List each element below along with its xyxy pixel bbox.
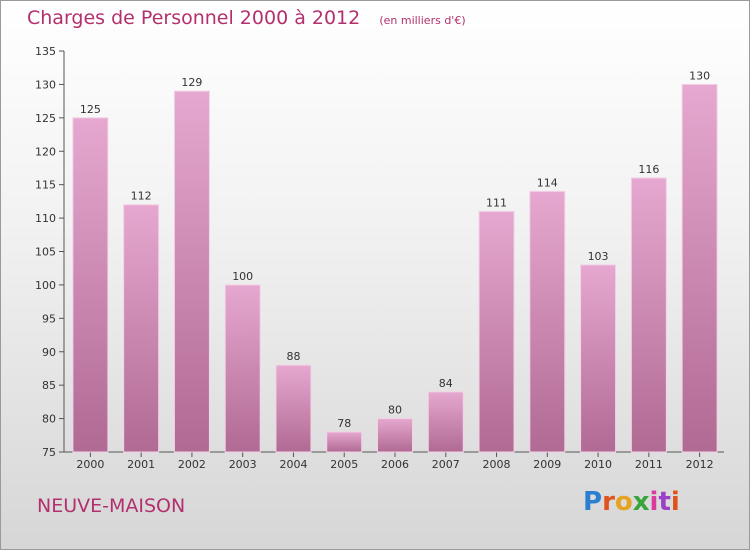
bar-2002: [173, 90, 210, 453]
x-tick-label-2012: 2012: [686, 458, 714, 471]
x-tick-label-2011: 2011: [635, 458, 663, 471]
bar-2003: [224, 284, 261, 453]
value-label-2000: 125: [80, 103, 101, 116]
labels: 75 80 85 90 95 100 105 110 115 120 125 130 135 125 200…: [35, 45, 714, 471]
bar-2004: [275, 364, 312, 453]
value-label-2011: 116: [638, 163, 659, 176]
y-tick-label: 100: [35, 279, 56, 292]
y-tick-label: 110: [35, 212, 56, 225]
title-row: Charges de Personnel 2000 à 2012 (en mil…: [27, 7, 466, 29]
chart-title: Charges de Personnel 2000 à 2012: [27, 7, 361, 29]
chart-subtitle: (en milliers d'€): [379, 14, 466, 27]
value-label-2009: 114: [537, 176, 558, 189]
y-tick-label: 80: [42, 413, 56, 426]
x-tick-label-2000: 2000: [76, 458, 104, 471]
value-label-2002: 129: [181, 76, 202, 89]
commune-name: NEUVE-MAISON: [37, 495, 186, 517]
y-tick-label: 95: [42, 312, 56, 325]
x-tick-label-2005: 2005: [330, 458, 358, 471]
y-tick-label: 125: [35, 112, 56, 125]
value-label-2004: 88: [286, 350, 300, 363]
y-tick-label: 135: [35, 45, 56, 58]
x-tick-label-2002: 2002: [178, 458, 206, 471]
value-label-2001: 112: [131, 190, 152, 203]
x-tick-label-2009: 2009: [533, 458, 561, 471]
value-label-2007: 84: [439, 377, 453, 390]
value-label-2008: 111: [486, 196, 507, 209]
bar-2000: [72, 117, 109, 453]
y-tick-label: 115: [35, 179, 56, 192]
y-tick-label: 130: [35, 78, 56, 91]
proxiti-logo: Proxiti: [583, 487, 680, 517]
x-tick-label-2006: 2006: [381, 458, 409, 471]
x-tick-label-2001: 2001: [127, 458, 155, 471]
value-label-2005: 78: [337, 417, 351, 430]
bar-2012: [681, 83, 718, 453]
y-tick-label: 90: [42, 346, 56, 359]
bar-2010: [580, 264, 617, 453]
value-label-2006: 80: [388, 404, 402, 417]
value-label-2003: 100: [232, 270, 253, 283]
y-tick-label: 85: [42, 379, 56, 392]
bar-2009: [529, 190, 566, 453]
y-tick-label: 120: [35, 145, 56, 158]
y-tick-label: 105: [35, 246, 56, 259]
bar-2006: [377, 418, 413, 453]
value-label-2012: 130: [689, 69, 710, 82]
x-tick-label-2003: 2003: [229, 458, 257, 471]
bar-2011: [630, 177, 667, 453]
bar-2008: [478, 210, 515, 453]
value-label-2010: 103: [588, 250, 609, 263]
y-tick-label: 75: [42, 446, 56, 459]
bar-2007: [427, 391, 464, 453]
bar-2001: [123, 204, 160, 453]
bars: [72, 83, 718, 453]
x-tick-label-2007: 2007: [432, 458, 460, 471]
bar-2005: [326, 431, 363, 453]
x-tick-label-2010: 2010: [584, 458, 612, 471]
x-tick-label-2008: 2008: [483, 458, 511, 471]
x-tick-label-2004: 2004: [279, 458, 307, 471]
